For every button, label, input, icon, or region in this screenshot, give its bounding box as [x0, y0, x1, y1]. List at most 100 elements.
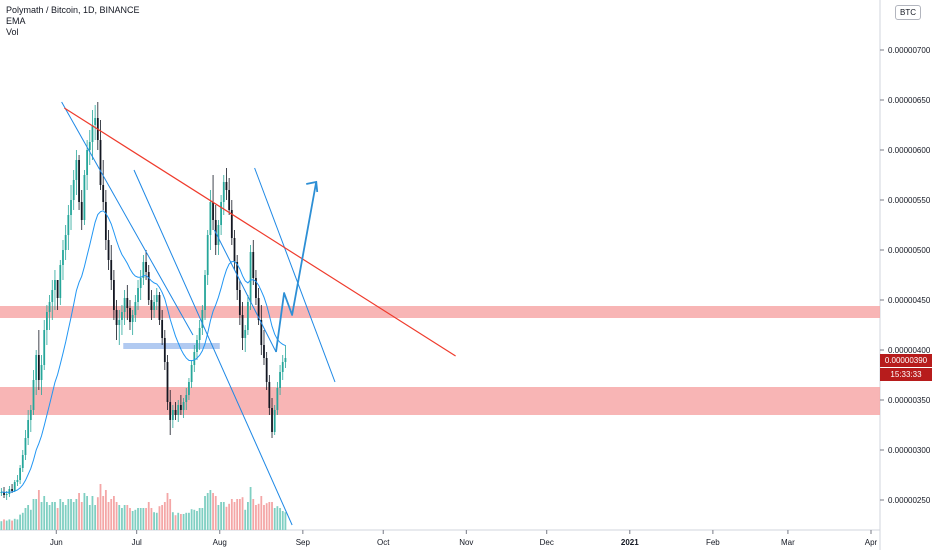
projection-arrow-head	[306, 180, 319, 193]
volume-bar	[174, 515, 177, 530]
candle-body	[147, 272, 150, 300]
volume-bar	[225, 506, 228, 530]
volume-bar	[3, 519, 5, 530]
volume-bar	[107, 502, 110, 530]
volume-bar	[113, 496, 115, 530]
descending-trendline	[63, 107, 456, 357]
candle-body	[80, 202, 83, 220]
candle-body	[220, 202, 222, 225]
volume-bar	[51, 502, 54, 530]
volume-bar	[67, 499, 70, 530]
volume-bar	[145, 508, 147, 530]
candle-body	[32, 380, 35, 410]
volume-bar	[142, 508, 145, 530]
volume-bar	[204, 496, 206, 530]
candle-body	[134, 302, 137, 315]
candle-body	[48, 302, 51, 312]
volume-bar	[129, 508, 131, 530]
volume-bar	[222, 502, 225, 530]
candle-body	[244, 330, 247, 338]
volume-bar	[217, 505, 220, 530]
channel-line-2	[254, 167, 336, 383]
volume-bar	[91, 496, 94, 530]
indicator-ema[interactable]: EMA	[6, 16, 26, 26]
volume-bar	[271, 502, 273, 530]
candle-body	[51, 290, 54, 302]
candle-body	[54, 280, 56, 290]
candle-body	[75, 160, 78, 180]
channel-line-3	[213, 229, 277, 353]
candle-body	[222, 182, 225, 202]
volume-bar	[180, 514, 182, 530]
indicator-vol[interactable]: Vol	[6, 27, 19, 37]
channel-line-0	[61, 101, 194, 336]
candle-body	[86, 150, 88, 175]
volume-bar	[193, 509, 196, 530]
volume-bar	[230, 499, 233, 530]
candle-body	[27, 420, 30, 438]
candle-body	[158, 295, 161, 320]
volume-bar	[190, 509, 193, 530]
currency-badge[interactable]: BTC	[895, 5, 921, 20]
candle-body	[255, 278, 257, 298]
volume-bar	[265, 503, 268, 530]
last-price-tag: 0.00000390	[880, 354, 932, 367]
volume-bar	[16, 519, 19, 530]
candle-body	[91, 125, 94, 142]
candle-body	[238, 290, 241, 315]
volume-bar	[182, 514, 185, 530]
candle-body	[180, 405, 182, 410]
candle-body	[260, 320, 263, 345]
price-tick-label: 0.00000300	[888, 446, 931, 455]
candle-body	[145, 262, 147, 272]
candle-body	[276, 388, 279, 410]
volume-bar	[131, 511, 134, 530]
volume-bar	[86, 496, 88, 530]
candle-body	[126, 298, 129, 308]
volume-bar	[257, 503, 260, 530]
volume-bar	[48, 505, 51, 530]
candle-body	[233, 238, 236, 262]
candle-body	[252, 252, 255, 278]
candle-body	[196, 340, 198, 352]
candle-body	[271, 408, 273, 432]
price-tick-label: 0.00000450	[888, 296, 931, 305]
candle-body	[78, 160, 80, 202]
time-tick-label: Mar	[781, 538, 795, 547]
candle-body	[171, 410, 174, 420]
candle-body	[137, 288, 139, 302]
candle-body	[217, 225, 220, 245]
candle-body	[40, 365, 43, 380]
volume-bar	[284, 512, 287, 530]
candle-body	[102, 185, 105, 202]
volume-bar	[214, 496, 217, 530]
volume-bar	[46, 502, 48, 530]
volume-bar	[206, 493, 209, 530]
candle-body	[62, 250, 64, 265]
candle-body	[56, 280, 59, 298]
volume-bar	[43, 496, 46, 530]
price-tick-label: 0.00000350	[888, 396, 931, 405]
volume-bar	[150, 508, 153, 530]
volume-bar	[78, 493, 80, 530]
candle-body	[163, 338, 166, 362]
chart-legend: Polymath / Bitcoin, 1D, BINANCE EMA Vol	[6, 5, 140, 38]
candle-body	[131, 315, 134, 322]
volume-bar	[64, 505, 67, 530]
volume-bar	[59, 499, 62, 530]
volume-bar	[155, 512, 158, 530]
volume-bar	[70, 499, 72, 530]
candle-body	[59, 265, 62, 298]
candle-body	[212, 202, 214, 220]
candle-body	[99, 140, 102, 185]
volume-bar	[5, 520, 8, 530]
volume-bar	[249, 487, 252, 530]
volume-bar	[24, 508, 27, 530]
time-tick-label: Jun	[50, 538, 63, 547]
candle-body	[139, 278, 142, 288]
volume-bar	[56, 508, 59, 530]
candle-body	[241, 315, 244, 338]
candle-body	[150, 300, 153, 310]
volume-bar	[104, 490, 107, 530]
